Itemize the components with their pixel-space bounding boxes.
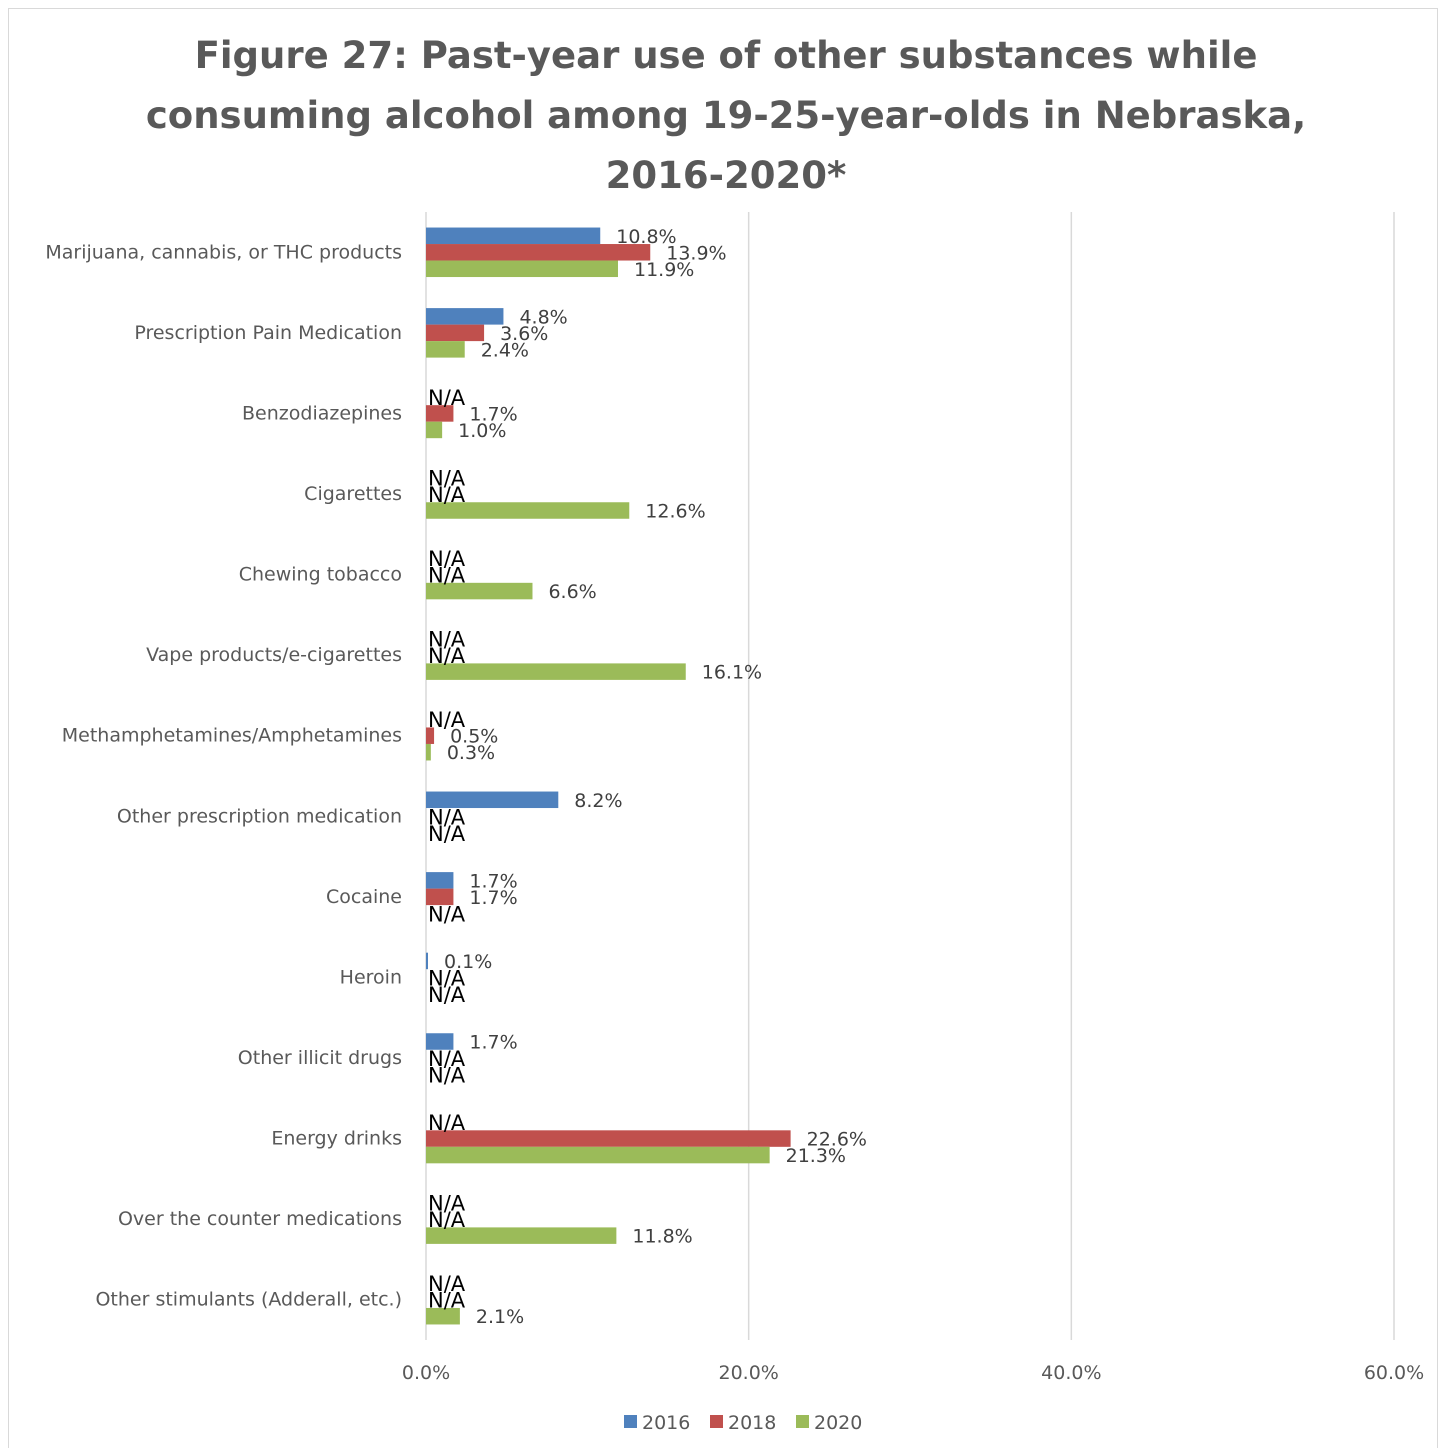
category-label: Over the counter medications <box>118 1208 402 1230</box>
bar-2018 <box>426 405 454 422</box>
data-label: 4.8% <box>519 306 567 328</box>
data-label: 21.3% <box>786 1145 846 1167</box>
data-label: 11.9% <box>634 259 694 281</box>
bar-2018 <box>426 727 435 744</box>
data-label: 22.6% <box>807 1129 867 1151</box>
chart-title: Figure 27: Past-year use of other substa… <box>145 34 1307 197</box>
category-label: Other illicit drugs <box>238 1047 402 1069</box>
legend-swatch-2016 <box>624 1415 637 1428</box>
bar-2018 <box>426 244 651 261</box>
data-label: 1.0% <box>458 420 506 442</box>
bars <box>426 227 791 1325</box>
x-tick-label: 0.0% <box>402 1362 450 1384</box>
na-label: N/A <box>428 628 466 652</box>
bar-2020 <box>426 502 630 519</box>
na-label: N/A <box>428 547 466 571</box>
x-tick-label: 60.0% <box>1364 1362 1424 1384</box>
data-label: 1.7% <box>469 403 517 425</box>
bar-2018 <box>426 1130 791 1147</box>
data-label: 11.8% <box>632 1226 692 1248</box>
chart-frame <box>8 8 1438 1448</box>
legend: 2016 2018 2020 <box>624 1412 862 1434</box>
data-label: 8.2% <box>574 790 622 812</box>
na-label: N/A <box>428 902 466 926</box>
bar-2016 <box>426 791 559 809</box>
data-label: 1.7% <box>469 870 517 892</box>
bar-2016 <box>426 227 601 245</box>
na-label: N/A <box>428 708 466 732</box>
data-label: 10.8% <box>616 226 676 248</box>
bar-2020 <box>426 663 686 680</box>
category-label: Other prescription medication <box>117 805 402 827</box>
data-label: 16.1% <box>702 662 762 684</box>
data-label: 0.3% <box>447 742 495 764</box>
data-label: 12.6% <box>645 501 705 523</box>
na-label: N/A <box>428 1289 466 1313</box>
category-label: Other stimulants (Adderall, etc.) <box>95 1289 402 1311</box>
bar-2020 <box>426 421 443 439</box>
category-label: Chewing tobacco <box>239 564 402 586</box>
x-tick-label: 40.0% <box>1041 1362 1101 1384</box>
na-label: N/A <box>428 805 466 829</box>
data-label: 13.9% <box>666 242 726 264</box>
legend-label: 2016 <box>642 1412 690 1434</box>
category-label: Heroin <box>340 966 402 988</box>
bar-2020 <box>426 1227 617 1244</box>
x-tick-labels: 0.0% 20.0% 40.0% 60.0% <box>402 1362 1424 1384</box>
data-label: 0.5% <box>450 726 498 748</box>
bar-2016 <box>426 952 428 970</box>
data-label: 6.6% <box>548 581 596 603</box>
na-label: N/A <box>428 1272 466 1296</box>
category-label: Cocaine <box>326 886 402 908</box>
legend-label: 2018 <box>728 1412 776 1434</box>
category-label: Prescription Pain Medication <box>134 322 402 344</box>
bar-2016 <box>426 308 504 325</box>
na-label: N/A <box>428 483 466 507</box>
legend-swatch-2020 <box>796 1415 809 1428</box>
na-label: N/A <box>428 983 466 1007</box>
na-label: N/A <box>428 1208 466 1232</box>
bar-2020 <box>426 1307 460 1325</box>
bar-2016 <box>426 1033 454 1050</box>
na-label: N/A <box>428 644 466 668</box>
data-label: 1.7% <box>469 1032 517 1054</box>
bar-2020 <box>426 341 465 358</box>
data-label: 0.1% <box>444 951 492 973</box>
bar-2020 <box>426 582 533 600</box>
gridlines <box>425 212 1395 1340</box>
data-label: 1.7% <box>469 887 517 909</box>
bar-2018 <box>426 324 485 342</box>
na-label: N/A <box>428 386 466 410</box>
category-label: Methamphetamines/Amphetamines <box>62 725 402 747</box>
legend-label: 2020 <box>814 1412 862 1434</box>
na-label: N/A <box>428 1064 466 1088</box>
bar-2020 <box>426 260 618 278</box>
category-label: Cigarettes <box>304 483 402 505</box>
na-label: N/A <box>428 1192 466 1216</box>
na-label: N/A <box>428 822 466 846</box>
bar-2016 <box>426 872 454 889</box>
na-label: N/A <box>428 1047 466 1071</box>
na-label: N/A <box>428 564 466 588</box>
bar-2020 <box>426 1146 770 1164</box>
bar-2018 <box>426 888 454 906</box>
na-label: N/A <box>428 966 466 990</box>
data-label: 3.6% <box>500 323 548 345</box>
category-labels: Marijuana, cannabis, or THC products Pres… <box>45 241 402 1310</box>
na-label: N/A <box>428 467 466 491</box>
category-label: Vape products/e-cigarettes <box>146 644 402 666</box>
data-label: 2.1% <box>476 1306 524 1328</box>
data-label: 2.4% <box>481 339 529 361</box>
category-label: Marijuana, cannabis, or THC products <box>45 241 402 263</box>
bar-2020 <box>426 743 431 761</box>
legend-swatch-2018 <box>710 1415 723 1428</box>
category-label: Energy drinks <box>271 1128 402 1150</box>
x-tick-label: 20.0% <box>718 1362 778 1384</box>
na-label: N/A <box>428 1111 466 1135</box>
category-label: Benzodiazepines <box>242 402 402 424</box>
data-labels: 10.8%13.9%11.9%4.8%3.6%2.4%N/A1.7%1.0%N/… <box>428 226 867 1328</box>
